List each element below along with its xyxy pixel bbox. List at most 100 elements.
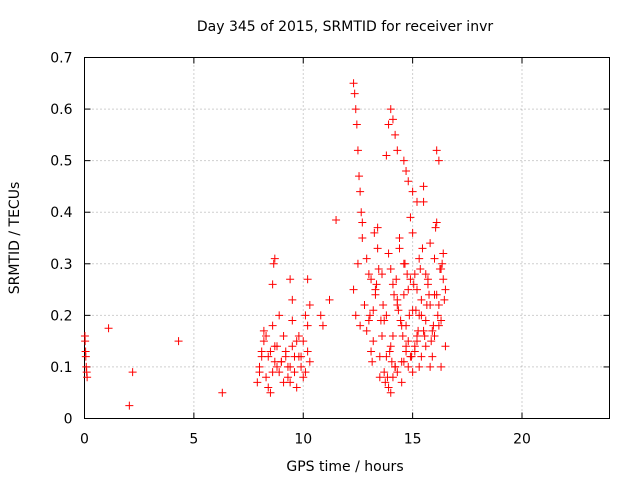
- data-point: [381, 378, 390, 387]
- data-point: [301, 368, 310, 377]
- data-point: [440, 295, 449, 304]
- data-point: [364, 270, 373, 279]
- data-point: [392, 275, 401, 284]
- data-point: [386, 342, 395, 351]
- data-point: [384, 383, 393, 392]
- data-point: [432, 218, 441, 227]
- data-point: [382, 352, 391, 361]
- data-point: [297, 352, 306, 361]
- data-point: [373, 244, 382, 253]
- data-point: [380, 368, 389, 377]
- data-point: [266, 347, 275, 356]
- data-point: [382, 311, 391, 320]
- data-point: [325, 295, 334, 304]
- data-point: [371, 285, 380, 294]
- data-point: [299, 373, 308, 382]
- data-point: [356, 321, 365, 330]
- data-point: [288, 342, 297, 351]
- data-point: [268, 280, 277, 289]
- data-point: [362, 326, 371, 335]
- data-point: [369, 306, 378, 315]
- data-point: [297, 362, 306, 371]
- data-point: [413, 337, 421, 346]
- data-point: [402, 342, 411, 351]
- data-point: [353, 146, 362, 155]
- data-point: [81, 352, 90, 361]
- data-point: [417, 352, 426, 361]
- data-point: [387, 357, 396, 366]
- data-point: [415, 254, 424, 263]
- data-point: [269, 259, 278, 268]
- data-point: [413, 285, 421, 294]
- data-point: [441, 342, 450, 351]
- x-tick-label: 10: [294, 432, 312, 448]
- data-point: [388, 280, 397, 289]
- data-point: [411, 306, 420, 315]
- data-point: [428, 352, 437, 361]
- data-point: [394, 306, 403, 315]
- data-point: [275, 311, 284, 320]
- data-point: [385, 347, 394, 356]
- data-point: [286, 275, 295, 284]
- data-point: [402, 321, 411, 330]
- data-point: [388, 331, 397, 340]
- data-point: [395, 234, 404, 242]
- data-point: [253, 378, 262, 387]
- data-point: [419, 182, 428, 191]
- data-point: [439, 275, 448, 284]
- data-point: [391, 362, 400, 371]
- data-point: [417, 311, 426, 320]
- data-point: [316, 311, 325, 320]
- data-point: [397, 378, 406, 387]
- chart-title: Day 345 of 2015, SRMTID for receiver inv…: [197, 19, 493, 35]
- data-point: [355, 172, 364, 181]
- data-point: [432, 290, 441, 299]
- data-point: [376, 316, 385, 325]
- data-point: [81, 337, 90, 346]
- data-point: [402, 166, 411, 175]
- data-point: [432, 146, 441, 155]
- data-point: [283, 373, 292, 382]
- data-point: [382, 151, 391, 160]
- data-point: [294, 331, 303, 340]
- data-point: [351, 105, 360, 114]
- data-point: [398, 331, 407, 340]
- y-tick-label: 0.6: [50, 102, 72, 118]
- data-point: [430, 331, 439, 340]
- data-point: [406, 213, 415, 222]
- data-point: [423, 280, 432, 289]
- data-point: [431, 223, 440, 232]
- data-point: [352, 120, 361, 129]
- y-axis-label: SRMTID / TECUs: [7, 182, 23, 295]
- data-point: [270, 254, 279, 263]
- data-point: [405, 311, 414, 320]
- data-point: [283, 362, 292, 371]
- data-point: [104, 324, 113, 333]
- data-point: [292, 337, 301, 346]
- data-point: [393, 146, 402, 155]
- data-point: [418, 244, 427, 253]
- data-point: [396, 316, 405, 325]
- data-point: [409, 280, 418, 289]
- y-tick-label: 0.5: [50, 154, 72, 170]
- data-point: [288, 316, 297, 325]
- data-point: [279, 378, 288, 387]
- data-point: [404, 362, 413, 371]
- data-point: [273, 342, 281, 351]
- data-point: [386, 264, 395, 273]
- data-point: [373, 223, 382, 232]
- data-point: [370, 228, 379, 237]
- data-point: [292, 383, 301, 392]
- data-point: [264, 352, 273, 361]
- data-point: [128, 368, 137, 377]
- data-point: [290, 368, 299, 377]
- data-point: [303, 321, 312, 330]
- data-point: [264, 383, 273, 392]
- data-point: [417, 295, 426, 304]
- data-point: [421, 342, 430, 351]
- data-point: [218, 388, 227, 397]
- data-point: [408, 228, 417, 237]
- data-point: [305, 357, 314, 366]
- data-point: [365, 311, 374, 320]
- data-point: [259, 326, 268, 335]
